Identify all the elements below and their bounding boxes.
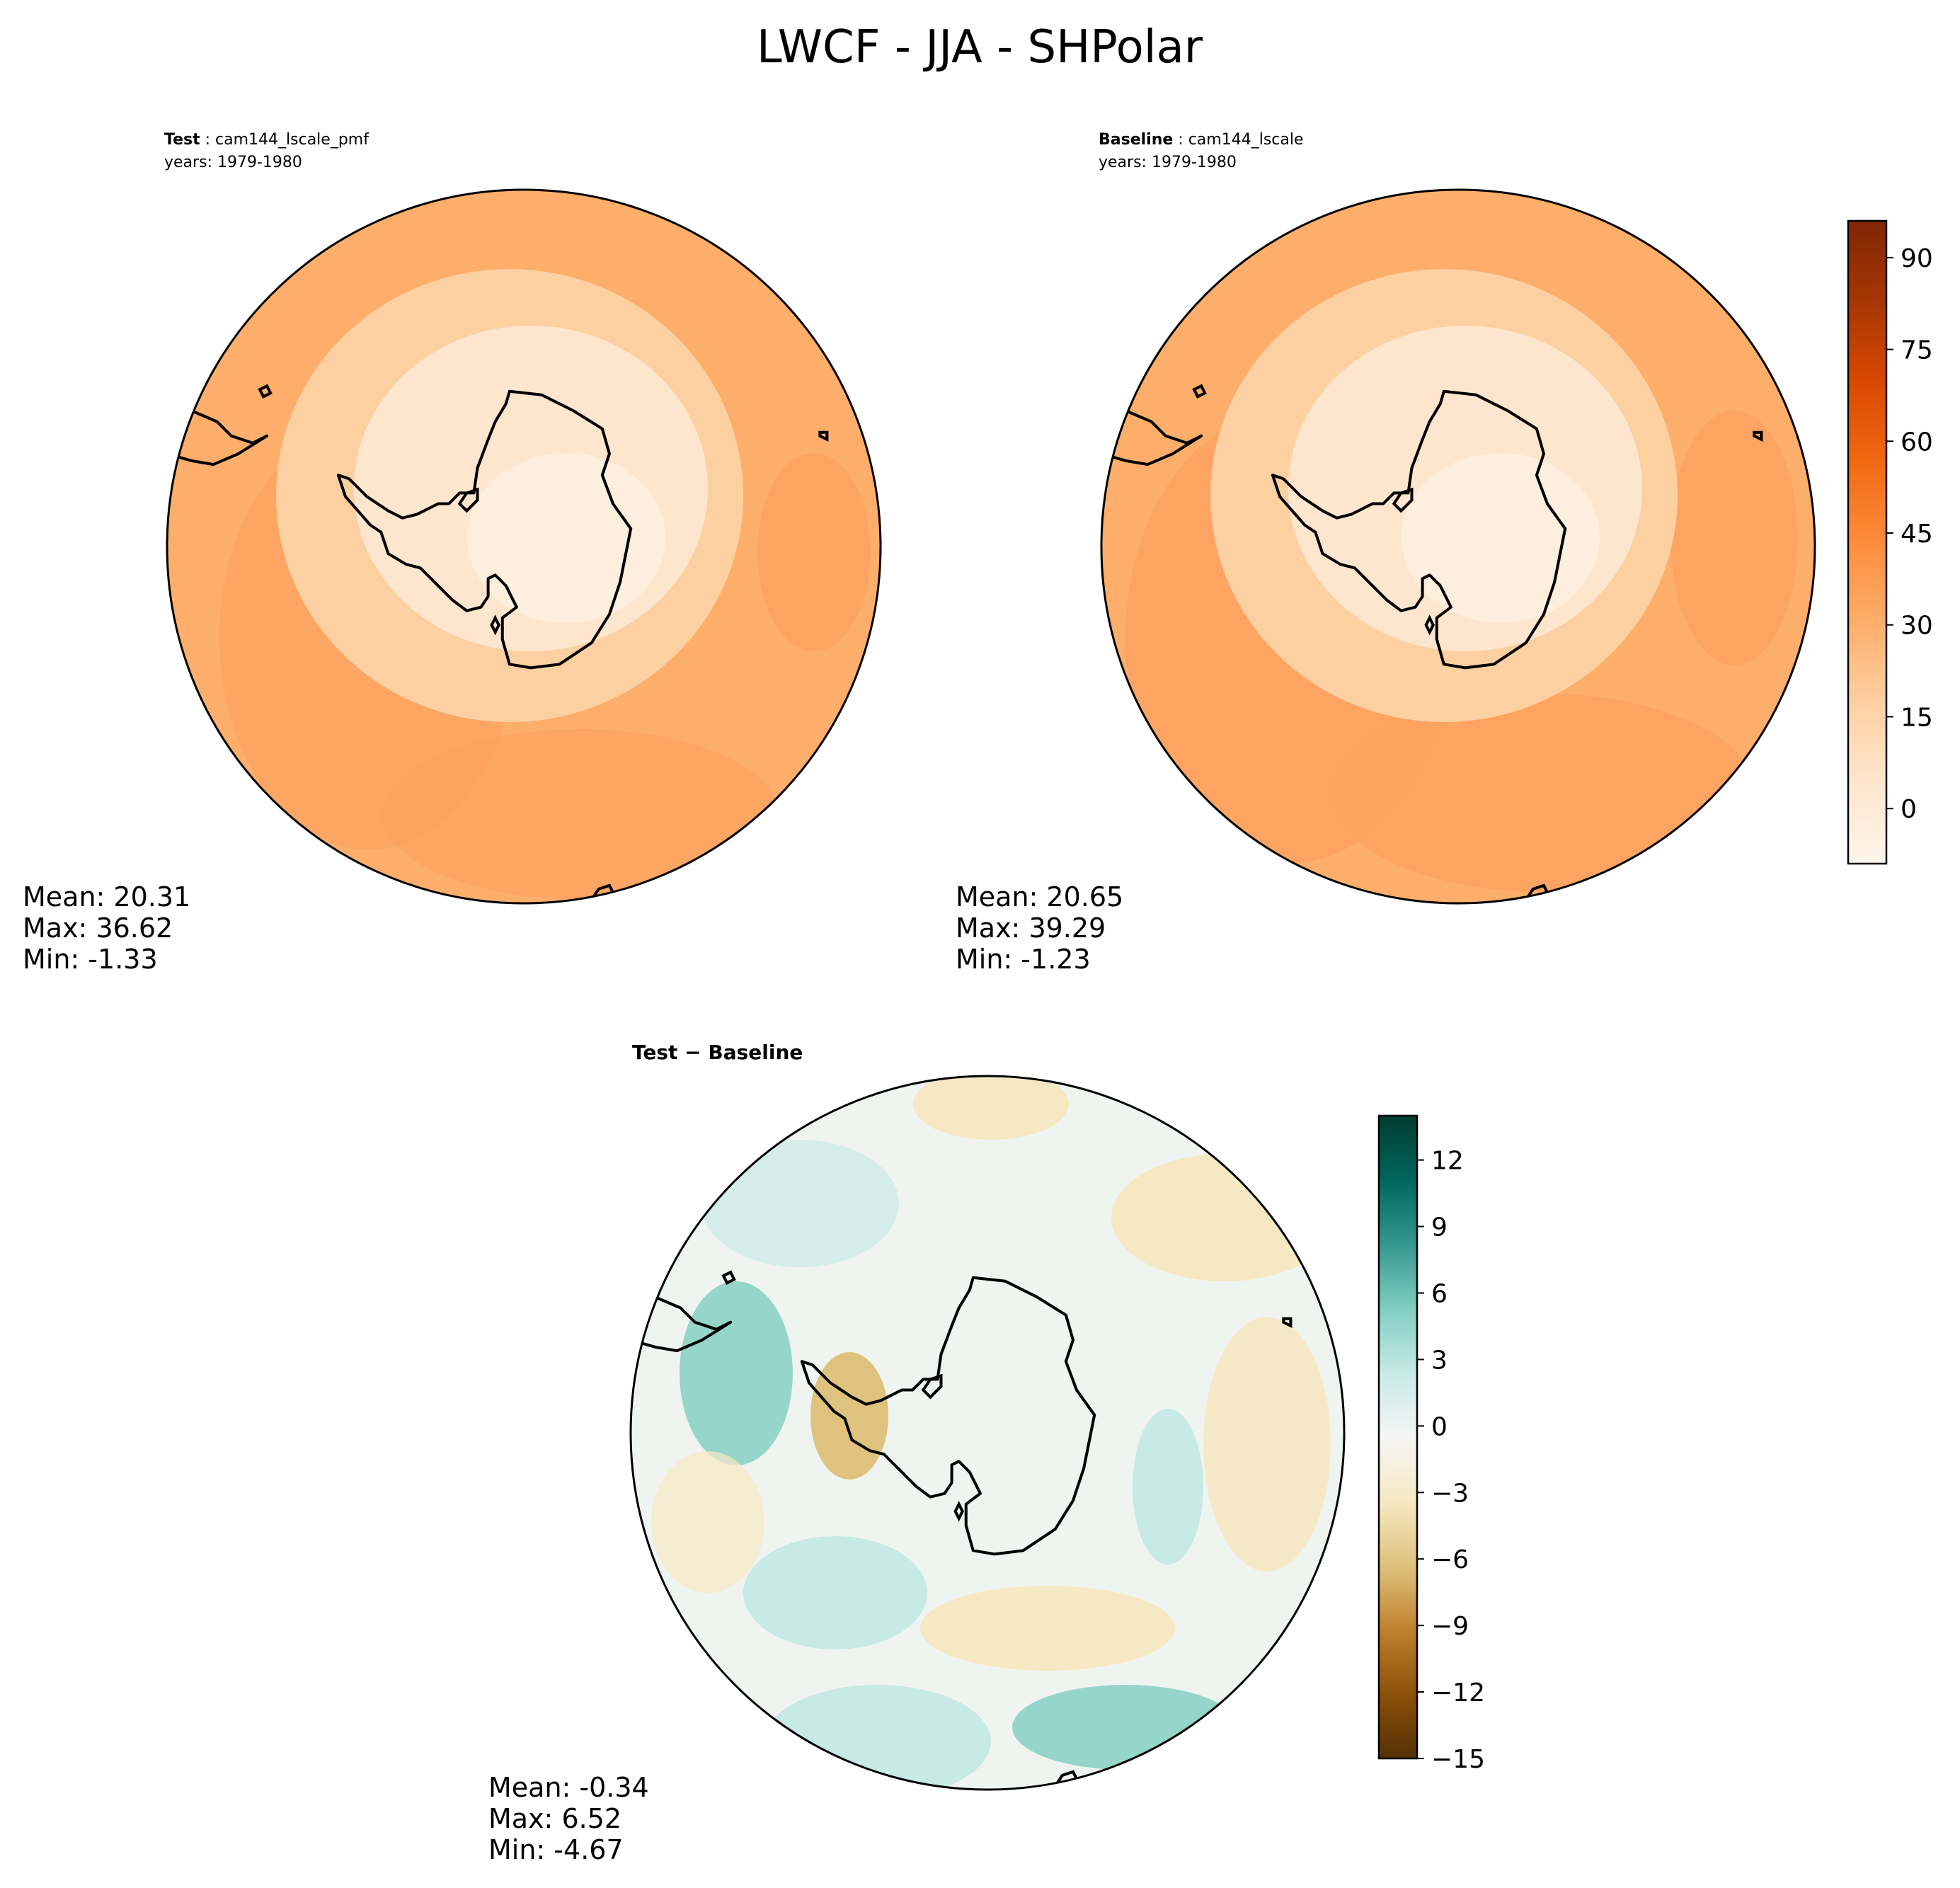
baseline-label: Baseline [1099,131,1173,149]
diff-pos-east-coast [1133,1409,1203,1564]
baseline-max: Max: 39.29 [956,912,1106,944]
colorbar-field-tick-label: 90 [1901,244,1933,273]
diff-header: Test − Baseline [632,1041,803,1064]
baseline-case-name: cam144_lscale [1188,131,1304,149]
test-separator: : [200,131,215,149]
colorbar-diff-tick-label: 6 [1431,1279,1448,1308]
diff-neg-south [920,1586,1175,1671]
diff-neg-peninsula [810,1352,888,1480]
baseline-mean: Mean: 20.65 [956,881,1123,912]
baseline-separator: : [1173,131,1188,149]
test-map [167,190,881,903]
test-years: years: 1979-1980 [164,154,302,171]
colorbar-field-bar [1847,219,1888,865]
test-label: Test [164,131,200,149]
colorbar-field-tick-label: 30 [1901,612,1933,641]
diff-neg-northeast [1111,1154,1338,1281]
diff-neg-east [1203,1317,1331,1572]
colorbar-diff-bar [1377,1114,1419,1760]
test-case-name: cam144_lscale_pmf [215,131,369,149]
colorbar-field-tick-label: 0 [1901,795,1917,824]
test-continent-center [467,453,665,623]
baseline-header: Baseline : cam144_lscale [1099,131,1304,149]
baseline-map [1101,190,1815,903]
baseline-continent-center [1402,453,1600,623]
colorbar-diff-tick-label: 9 [1431,1213,1448,1242]
diff-pos-southeast [1012,1685,1239,1770]
test-min: Min: -1.33 [23,944,158,975]
diff-pos-south [764,1685,991,1790]
test-ocean-dark-east [757,453,871,651]
colorbar-field: 90 75 60 45 30 15 0 [1847,219,1933,865]
colorbar-field-tick-label: 15 [1901,703,1933,732]
diff-pos-southwest [743,1536,927,1649]
test-map-border [166,188,882,905]
test-max: Max: 36.62 [23,912,173,944]
colorbar-diff-tick-label: 12 [1431,1147,1464,1176]
diff-min: Min: -4.67 [488,1834,624,1865]
colorbar-diff-tick-label: −6 [1431,1545,1469,1574]
colorbar-diff-tick-label: 0 [1431,1412,1448,1441]
colorbar-field-tick-label: 45 [1901,520,1933,549]
figure-title: LWCF - JJA - SHPolar [757,21,1203,74]
colorbar-diff-tick-label: −15 [1431,1745,1485,1774]
test-header: Test : cam144_lscale_pmf [164,131,369,149]
test-mean: Mean: 20.31 [23,881,190,912]
colorbar-diff-tick-label: 3 [1431,1346,1448,1375]
diff-pos-west [680,1281,793,1465]
colorbar-diff: 12 9 6 3 0 −3 −6 −9 −12 −15 [1377,1114,1485,1774]
diff-mean: Mean: -0.34 [488,1772,649,1803]
baseline-map-border [1100,188,1816,905]
diff-pos-northwest [701,1140,899,1267]
baseline-ocean-dark-south [1331,694,1755,892]
test-ocean-dark-south [382,729,779,899]
diff-neg-west [651,1451,764,1593]
diff-neg-north [913,1076,1069,1140]
diff-map-border [629,1075,1346,1791]
baseline-min: Min: -1.23 [956,944,1091,975]
baseline-ocean-dark-east [1670,411,1798,665]
baseline-years: years: 1979-1980 [1099,154,1237,171]
colorbar-field-tick-label: 75 [1901,336,1933,365]
panel-baseline: Baseline : cam144_lscale years: 1979-198… [956,131,1816,975]
colorbar-diff-tick-label: −12 [1431,1678,1485,1707]
panel-test: Test : cam144_lscale_pmf years: 1979-198… [23,131,882,975]
diff-max: Max: 6.52 [488,1803,621,1834]
colorbar-diff-tick-label: −3 [1431,1479,1469,1508]
panel-diff: Test − Baseline Mean: -0.34 Max: 6.52 Mi… [488,1041,1346,1865]
colorbar-diff-tick-label: −9 [1431,1612,1469,1641]
colorbar-field-tick-label: 60 [1901,428,1933,457]
